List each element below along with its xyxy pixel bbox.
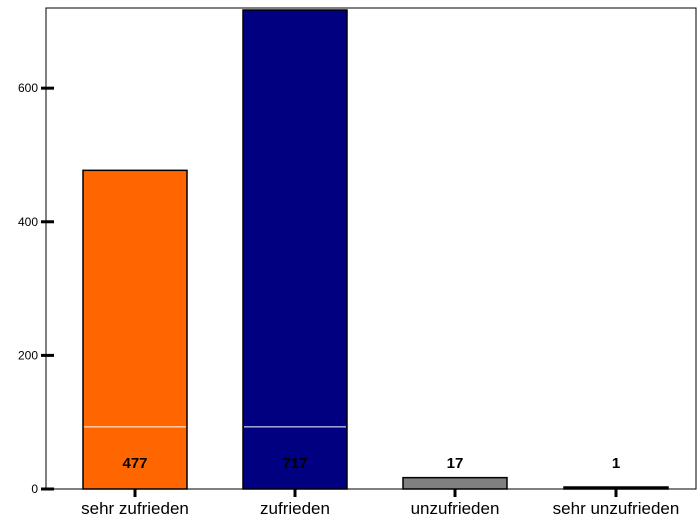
bar-2 [402,476,508,490]
x-category-label-0: sehr zufrieden [81,499,189,518]
data-label-1: 717 [282,455,307,472]
y-tick-label-1: 200 [18,348,38,362]
bar-1 [242,9,348,490]
bar-3 [563,486,669,490]
y-tick-label-2: 400 [18,215,38,229]
data-label-2: 17 [447,455,464,472]
data-labels: 477 717 17 1 [122,455,620,472]
x-category-label-2: unzufrieden [411,499,500,518]
bar-0 [82,169,188,490]
y-axis: 0 200 400 600 [18,81,54,496]
y-tick-label-0: 0 [31,482,38,496]
data-label-0: 477 [122,455,147,472]
data-label-3: 1 [612,455,620,472]
bars [82,9,669,490]
x-category-label-3: sehr unzufrieden [553,499,680,518]
x-axis: sehr zufrieden zufrieden unzufrieden sehr u… [81,489,679,518]
x-category-label-1: zufrieden [260,499,330,518]
y-tick-label-3: 600 [18,81,38,95]
plot-frame [45,7,697,490]
